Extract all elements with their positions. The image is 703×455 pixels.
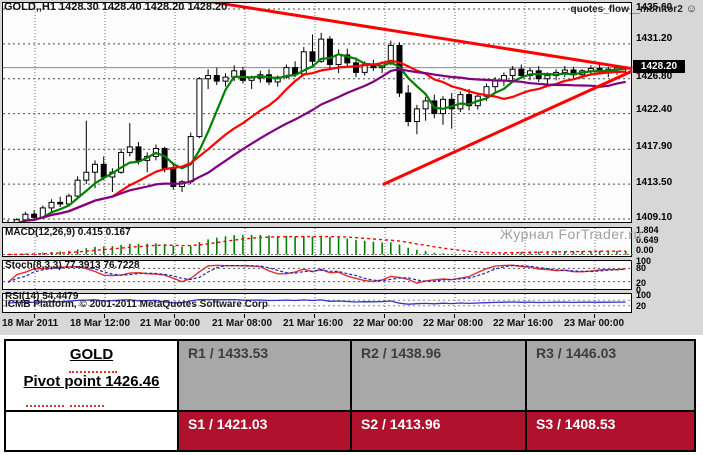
watermark: Журнал ForTrader.ru (500, 226, 642, 242)
stochastic-canvas[interactable] (3, 261, 633, 289)
price-axis-label: 1413.50 (636, 177, 673, 188)
pivot-header-cell: GOLD Pivot point 1426.46 (6, 341, 179, 412)
time-tick (594, 314, 595, 318)
stoch-scale-label: 100 (636, 256, 652, 266)
macd-scale-label: 0.00 (636, 245, 654, 255)
current-price-tag: 1428.20 (633, 60, 685, 73)
time-axis-label: 21 Mar 08:00 (212, 318, 273, 329)
price-axis-label: 1417.90 (636, 141, 673, 152)
time-tick (384, 314, 385, 318)
time-axis: 18 Mar 2011 18 Mar 12:00 21 Mar 00:00 21… (0, 314, 703, 335)
pivot-table: GOLD Pivot point 1426.46 R1 / 1433.53 R2… (4, 339, 696, 452)
time-tick (244, 314, 245, 318)
time-tick (34, 314, 35, 318)
price-axis-label: 1435.60 (636, 2, 673, 13)
rsi-panel (2, 293, 633, 313)
support-cell-s1: S1 / 1421.03 (179, 412, 352, 450)
spellcheck-underline (70, 405, 104, 407)
smiley-icon: ☺ (685, 3, 697, 15)
price-axis-label: 1426.80 (636, 71, 673, 82)
time-tick (104, 314, 105, 318)
rsi-label: RSI(14) 54.4479 (5, 291, 79, 302)
stoch-scale-label: 0 (636, 285, 642, 295)
resistance-cell-r1: R1 / 1433.53 (179, 341, 352, 412)
platform-copyright: ICMB Platform, © 2001-2011 MetaQuotes So… (5, 299, 268, 310)
price-chart-canvas[interactable] (3, 3, 633, 222)
stoch-scale-label: 20 (636, 278, 647, 288)
pivot-symbol: GOLD (69, 346, 114, 363)
rsi-scale-label: 20 (636, 301, 647, 311)
support-cell-s2: S2 / 1413.96 (352, 412, 527, 450)
rsi-canvas[interactable] (3, 294, 633, 312)
macd-label: MACD(12,26,9) 0.415 0.167 (5, 227, 131, 238)
time-tick (454, 314, 455, 318)
price-axis-label: 1409.10 (636, 212, 673, 223)
spellcheck-underline (69, 371, 117, 373)
chart-title: GOLD,,H1 1428.30 1428.40 1428.20 1428.20 (4, 1, 228, 13)
price-axis-label: 1431.20 (636, 33, 673, 44)
time-tick (174, 314, 175, 318)
time-tick (524, 314, 525, 318)
time-axis-label: 21 Mar 00:00 (140, 318, 201, 329)
price-axis-label: 1422.40 (636, 104, 673, 115)
mt4-chart-window: GOLD,,H1 1428.30 1428.40 1428.20 1428.20… (0, 0, 703, 335)
stoch-scale-label: 80 (636, 263, 647, 273)
resistance-cell-r3: R3 / 1446.03 (527, 341, 694, 412)
support-cell-s3: S3 / 1408.53 (527, 412, 694, 450)
time-axis-label: 21 Mar 16:00 (283, 318, 344, 329)
macd-scale-label: 0.649 (636, 235, 659, 245)
macd-canvas[interactable] (3, 228, 633, 256)
time-axis-label: 18 Mar 2011 (2, 318, 59, 329)
pivot-empty-cell (6, 412, 179, 450)
macd-scale-label: 1.804 (636, 225, 659, 235)
time-axis-label: 22 Mar 00:00 (353, 318, 414, 329)
time-tick (314, 314, 315, 318)
stochastic-label: Stoch(8,3,3) 77.3913 76.7228 (5, 260, 140, 271)
time-axis-label: 22 Mar 16:00 (493, 318, 554, 329)
overlay-indicator-name: quotes_flow__monitor2 (570, 4, 683, 15)
overlay-indicator-label: quotes_flow__monitor2 ☺ (571, 3, 697, 15)
time-axis-label: 18 Mar 12:00 (70, 318, 131, 329)
time-axis-label: 22 Mar 08:00 (423, 318, 484, 329)
price-panel (2, 2, 633, 223)
macd-panel (2, 227, 633, 257)
spellcheck-underline (26, 405, 64, 407)
resistance-cell-r2: R2 / 1438.96 (352, 341, 527, 412)
stochastic-panel (2, 260, 633, 290)
pivot-point-value: Pivot point 1426.46 (23, 373, 160, 390)
rsi-scale-label: 100 (636, 290, 652, 300)
time-axis-label: 23 Mar 00:00 (564, 318, 625, 329)
